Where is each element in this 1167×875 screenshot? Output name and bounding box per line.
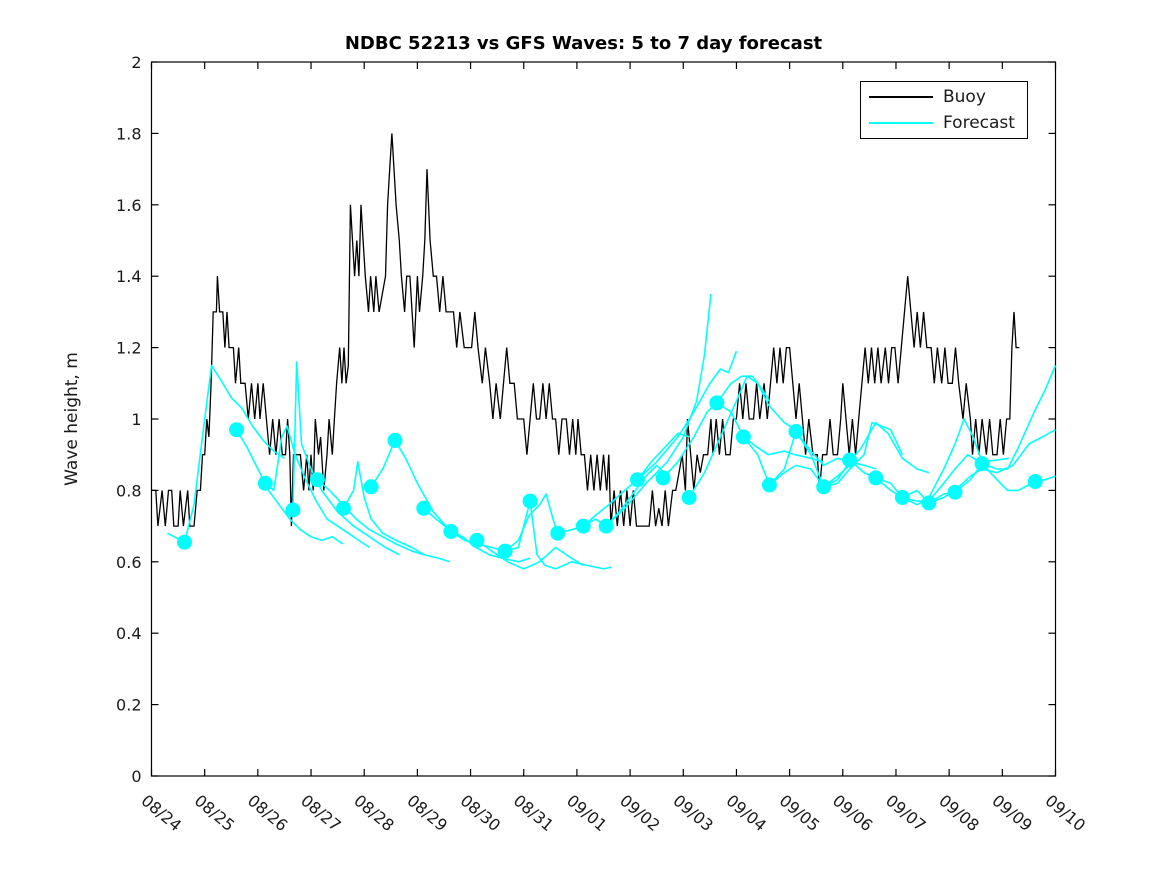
forecast-marker-dot: [387, 432, 403, 448]
forecast-segment-line: [316, 479, 425, 556]
forecast-segment-line: [742, 436, 851, 488]
x-tick-label: 09/04: [723, 791, 771, 835]
forecast-marker-dot: [788, 424, 804, 439]
legend-item-buoy: Buoy: [861, 87, 1027, 107]
y-tick-label: 0.8: [116, 481, 141, 500]
forecast-segment-line: [662, 375, 771, 479]
y-tick-label: 1.8: [116, 124, 141, 143]
forecast-segment-line: [981, 463, 1056, 492]
x-tick-label: 09/05: [776, 791, 824, 835]
forecast-segment-line: [716, 402, 824, 463]
forecast-marker-dot: [974, 456, 990, 472]
forecast-segment-line: [264, 425, 370, 549]
forecast-marker-dot: [921, 495, 937, 511]
forecast-marker-dot: [309, 472, 325, 488]
x-tick-label: 08/24: [138, 791, 186, 835]
x-tick-label: 09/06: [829, 791, 877, 835]
x-tick-label: 08/26: [244, 791, 292, 835]
y-tick-label: 0.6: [116, 553, 141, 572]
legend-item-forecast: Forecast: [861, 113, 1027, 133]
y-tick-label: 0: [131, 767, 141, 786]
forecast-segment-line: [504, 500, 612, 570]
forecast-segment-line: [688, 375, 796, 498]
y-tick-label: 1.6: [116, 196, 141, 215]
forecast-marker-dot: [336, 500, 351, 516]
forecast-marker-dot: [761, 477, 777, 493]
forecast-marker-dot: [550, 525, 566, 541]
x-tick-label: 08/25: [191, 791, 239, 835]
forecast-segment-line: [292, 361, 400, 556]
forecast-segment-line: [795, 421, 904, 488]
x-tick-label: 08/31: [510, 791, 558, 835]
x-tick-label: 09/07: [882, 791, 930, 835]
forecast-marker-dot: [522, 493, 538, 509]
forecast-segment-line: [605, 293, 712, 527]
legend-label-buoy: Buoy: [943, 87, 986, 108]
forecast-segment-line: [768, 430, 877, 486]
forecast-marker-dot: [709, 395, 725, 411]
x-tick-label: 09/10: [1042, 791, 1090, 835]
chart-title: NDBC 52213 vs GFS Waves: 5 to 7 day fore…: [344, 33, 823, 54]
forecast-marker-dot: [655, 470, 671, 486]
legend-label-forecast: Forecast: [943, 112, 1015, 133]
forecast-marker-dot: [443, 524, 459, 539]
forecast-marker-dot: [894, 490, 910, 505]
forecast-marker-dot: [285, 502, 301, 518]
forecast-marker-dot: [257, 475, 273, 491]
y-tick-label: 1: [131, 410, 141, 429]
forecast-marker-dot: [416, 500, 432, 516]
forecast-segment-line: [476, 539, 584, 570]
forecast-marker-dot: [598, 518, 614, 534]
x-tick-label: 08/29: [403, 791, 451, 835]
x-tick-label: 09/01: [563, 791, 611, 835]
forecast-marker-dot: [842, 452, 858, 468]
forecast-segment-line: [450, 493, 559, 552]
x-tick-label: 08/27: [297, 791, 345, 835]
x-tick-label: 09/08: [935, 791, 983, 835]
forecast-marker-dot: [816, 479, 832, 495]
forecast-marker-dot: [497, 543, 513, 559]
y-tick-label: 0.4: [116, 624, 141, 643]
x-tick-label: 09/09: [988, 791, 1036, 835]
forecast-segment-line: [235, 429, 344, 545]
forecast-marker-dot: [469, 532, 485, 548]
forecast-line-swatch: [869, 121, 933, 124]
forecast-marker-dot: [575, 518, 591, 534]
y-tick-label: 0.2: [116, 696, 141, 715]
forecast-segment-line: [636, 350, 738, 481]
forecast-marker-dot: [1027, 474, 1043, 489]
y-tick-label: 2: [131, 53, 141, 72]
x-tick-label: 08/30: [457, 791, 505, 835]
forecast-segment-line: [875, 453, 983, 502]
y-tick-label: 1.4: [116, 267, 141, 286]
x-tick-label: 09/03: [669, 791, 717, 835]
forecast-marker-dot: [681, 490, 697, 505]
forecast-segment-line: [954, 365, 1057, 493]
forecast-segment-line: [370, 439, 478, 545]
forecast-marker-dot: [229, 422, 245, 438]
buoy-series-line: [151, 133, 1020, 527]
forecast-segment-line: [167, 364, 285, 544]
forecast-marker-dot: [630, 472, 645, 488]
forecast-marker-dot: [735, 429, 751, 445]
forecast-segment-line: [823, 421, 930, 488]
buoy-line-swatch: [869, 96, 933, 99]
forecast-marker-dot: [947, 484, 963, 500]
y-tick-label: 1.2: [116, 339, 141, 358]
x-tick-label: 09/02: [616, 791, 664, 835]
x-tick-label: 08/28: [350, 791, 398, 835]
forecast-marker-dot: [868, 470, 884, 486]
forecast-marker-dot: [363, 479, 379, 495]
forecast-marker-dot: [177, 534, 192, 550]
forecast-segment-line: [342, 460, 451, 563]
legend: Buoy Forecast: [860, 81, 1028, 139]
